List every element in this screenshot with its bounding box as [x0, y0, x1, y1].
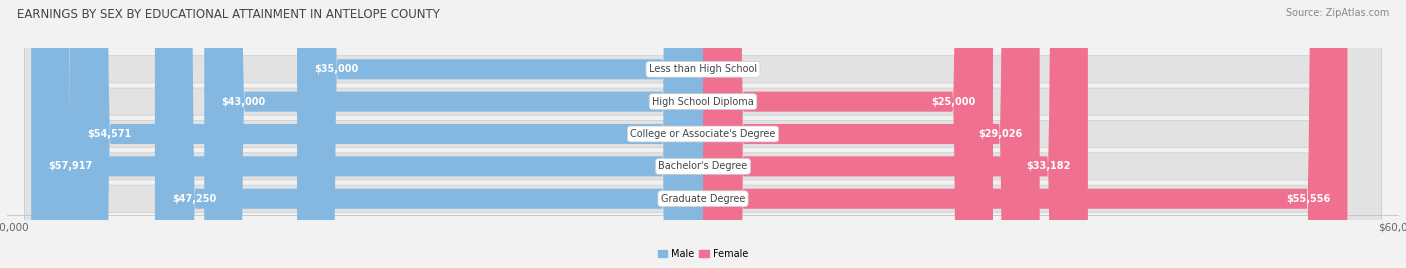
FancyBboxPatch shape: [24, 0, 1382, 268]
Text: $33,182: $33,182: [1026, 161, 1070, 171]
Text: High School Diploma: High School Diploma: [652, 97, 754, 107]
FancyBboxPatch shape: [24, 0, 1382, 268]
Text: EARNINGS BY SEX BY EDUCATIONAL ATTAINMENT IN ANTELOPE COUNTY: EARNINGS BY SEX BY EDUCATIONAL ATTAINMEN…: [17, 8, 440, 21]
Text: $54,571: $54,571: [87, 129, 132, 139]
Text: $57,917: $57,917: [49, 161, 93, 171]
FancyBboxPatch shape: [297, 0, 703, 268]
Text: $35,000: $35,000: [315, 64, 359, 74]
FancyBboxPatch shape: [703, 0, 993, 268]
Text: College or Associate's Degree: College or Associate's Degree: [630, 129, 776, 139]
Text: $55,556: $55,556: [1285, 194, 1330, 204]
FancyBboxPatch shape: [24, 0, 1382, 268]
Text: Graduate Degree: Graduate Degree: [661, 194, 745, 204]
FancyBboxPatch shape: [703, 0, 1088, 268]
FancyBboxPatch shape: [24, 0, 1382, 268]
FancyBboxPatch shape: [24, 0, 1382, 268]
FancyBboxPatch shape: [703, 0, 1347, 268]
Text: Less than High School: Less than High School: [650, 64, 756, 74]
FancyBboxPatch shape: [70, 0, 703, 268]
FancyBboxPatch shape: [204, 0, 703, 268]
Text: $29,026: $29,026: [979, 129, 1022, 139]
Text: $25,000: $25,000: [931, 97, 976, 107]
FancyBboxPatch shape: [703, 0, 1039, 268]
Text: $47,250: $47,250: [173, 194, 217, 204]
FancyBboxPatch shape: [155, 0, 703, 268]
FancyBboxPatch shape: [31, 0, 703, 268]
Legend: Male, Female: Male, Female: [654, 245, 752, 263]
Text: $0: $0: [733, 64, 745, 74]
Text: Bachelor's Degree: Bachelor's Degree: [658, 161, 748, 171]
Text: $43,000: $43,000: [222, 97, 266, 107]
Text: Source: ZipAtlas.com: Source: ZipAtlas.com: [1285, 8, 1389, 18]
